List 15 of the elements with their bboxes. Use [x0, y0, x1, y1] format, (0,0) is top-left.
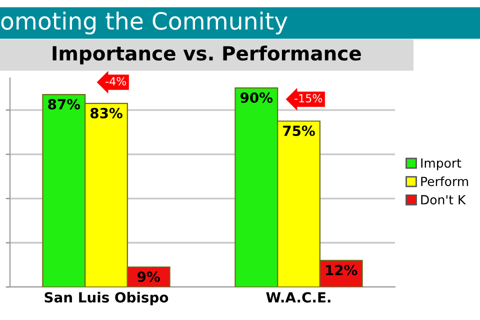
data-label: 9% [138, 272, 160, 282]
data-label: 83% [90, 108, 122, 118]
data-label: 87% [48, 99, 80, 110]
data-label: 75% [283, 126, 315, 136]
legend-label: Perform [421, 176, 468, 186]
x-tick-label: W.A.C.E. [266, 292, 330, 303]
legend-label: Don't K [421, 195, 466, 204]
chart-title: omoting the Community [1, 12, 288, 34]
text: -4% [106, 77, 126, 86]
annotation: -15% [294, 94, 322, 102]
legend-label: Import [421, 158, 462, 170]
data-label: 12% [326, 264, 358, 276]
chart-subtitle: Importance vs. Performance [52, 46, 361, 64]
data-label: 90% [240, 92, 273, 103]
x-tick-label: San Luis Obispo [44, 292, 168, 306]
